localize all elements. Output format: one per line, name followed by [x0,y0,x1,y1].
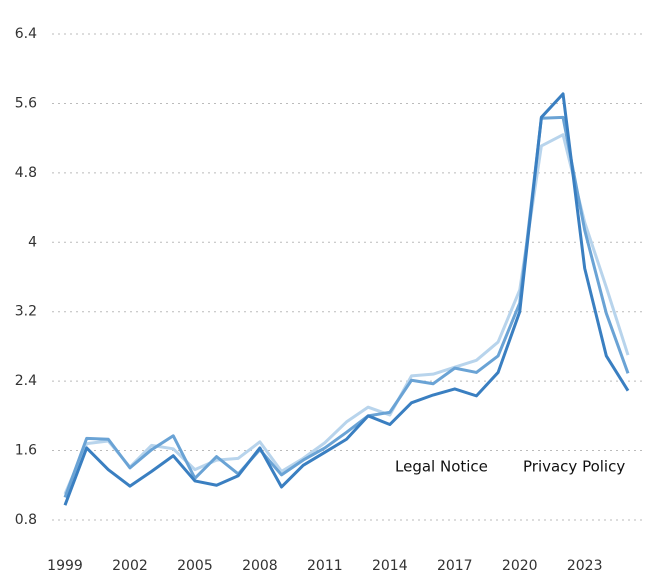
x-tick-label: 1999 [47,558,83,574]
x-tick-label: 2011 [307,558,343,574]
x-tick-label: 2014 [372,558,408,574]
legal-notice-link[interactable]: Legal Notice [395,458,488,476]
x-tick-label: 2008 [242,558,278,574]
x-tick-label: 2020 [502,558,538,574]
y-tick-label: 4 [28,234,37,250]
x-tick-label: 2005 [177,558,213,574]
series-line [63,92,630,506]
y-tick-label: 2.4 [15,373,37,389]
y-tick-label: 0.8 [15,512,37,528]
y-tick-label: 1.6 [15,443,37,459]
x-tick-label: 2017 [437,558,473,574]
y-tick-label: 4.8 [15,165,37,181]
y-tick-label: 3.2 [15,304,37,320]
y-tick-label: 5.6 [15,95,37,111]
privacy-policy-link[interactable]: Privacy Policy [523,458,625,476]
x-tick-label: 2002 [112,558,148,574]
x-tick-label: 2023 [567,558,603,574]
y-tick-label: 6.4 [15,26,37,42]
